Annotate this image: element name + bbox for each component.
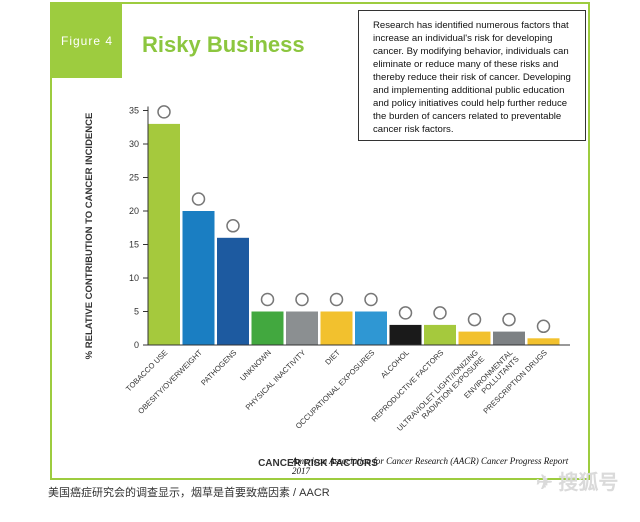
y-tick-label: 10 [129,273,139,283]
bar [182,211,215,345]
burger-icon [329,292,344,307]
hard-hat-icon [364,292,378,307]
source-note: American Association for Cancer Research… [292,456,569,476]
y-tick-label: 25 [129,173,139,183]
bar [458,331,491,345]
y-tick-label: 20 [129,206,139,216]
bar [217,237,249,345]
bar [527,338,560,345]
x-tick-label: ALCOHOL [379,348,411,380]
y-axis-title: % RELATIVE CONTRIBUTION TO CANCER INCIDE… [84,113,95,360]
x-tick-label: OBESITY/OVERWEIGHT [136,348,204,416]
image-caption: 美国癌症研究会的调查显示，烟草是首要致癌因素 / AACR [48,487,330,499]
cigarette-icon [157,105,171,119]
x-axis-title: CANCER RISK FACTORS [258,458,378,469]
sun-icon [467,312,482,327]
bottle-icon [398,306,413,320]
bar-chart: % RELATIVE CONTRIBUTION TO CANCER INCIDE… [84,105,570,469]
y-tick-label: 0 [134,340,139,350]
bar [148,123,180,346]
question-mark-icon [260,292,275,307]
bar [355,311,387,345]
figure-frame: Figure 4 Risky Business % RELATIVE CONTR… [50,2,590,480]
description-box: Research has identified numerous factors… [358,10,586,141]
virus-icon [226,219,240,233]
pill-bottle-icon [536,319,551,334]
bar [320,311,353,345]
bar [424,324,456,345]
figure-icon [433,306,447,320]
y-tick-label: 5 [134,307,139,317]
y-tick-label: 35 [129,106,139,116]
y-tick-label: 15 [129,240,139,250]
x-tick-label: UNKNOWN [238,348,273,383]
figure-title: Risky Business [142,32,305,57]
bar [493,331,525,345]
watermark: ✈ 搜狐号 [536,472,619,494]
couch-icon [295,292,309,307]
y-tick-label: 30 [129,139,139,149]
x-tick-label: PHYSICAL INACTIVITY [244,348,308,412]
scale-icon [191,192,206,206]
bar [286,311,318,345]
bar [251,311,284,345]
bar [389,324,422,345]
x-tick-label: DIET [323,348,342,367]
figure-label: Figure 4 [52,4,122,78]
x-tick-label: PATHOGENS [199,348,238,387]
barrel-icon [502,312,516,327]
